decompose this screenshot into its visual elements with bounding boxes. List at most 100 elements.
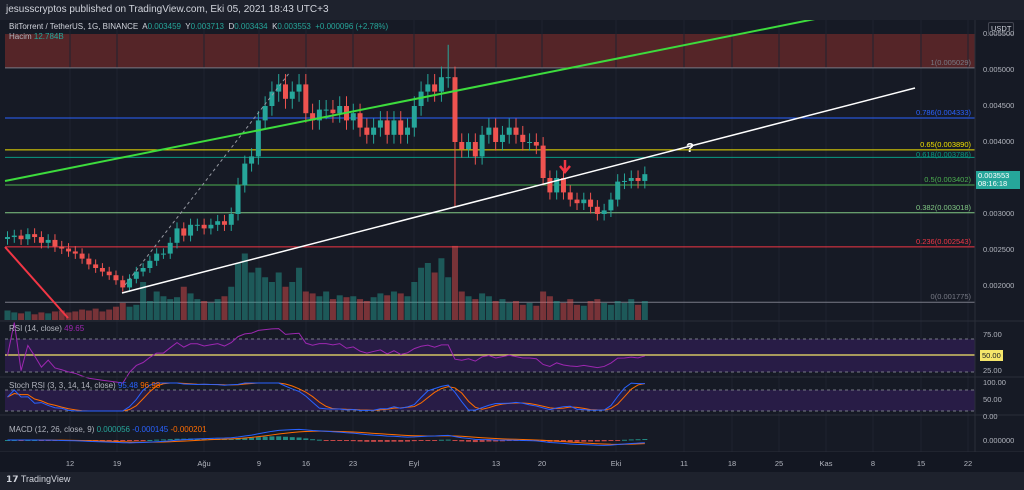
volume-bar	[553, 301, 560, 320]
fib-label: 0(0.001775)	[930, 292, 971, 302]
candle	[235, 185, 241, 214]
price-chart[interactable]: ?	[0, 20, 1024, 472]
volume-bar	[357, 299, 364, 320]
price-tick: 0.004500	[983, 101, 1015, 110]
volume-bar	[438, 258, 445, 320]
volume-bar	[594, 299, 601, 320]
candle	[330, 109, 336, 114]
volume-bar	[174, 297, 180, 320]
volume-bar	[214, 299, 221, 320]
macd-legend: MACD (12, 26, close, 9) 0.000056 -0.0001…	[9, 425, 207, 434]
candle	[289, 91, 295, 99]
candle	[113, 275, 119, 281]
macd-histogram-bar	[466, 440, 472, 442]
candle	[554, 178, 560, 193]
macd-histogram-bar	[438, 439, 444, 441]
currency-unit[interactable]: USDT	[988, 22, 1015, 35]
candle	[377, 120, 383, 128]
volume-bar	[316, 296, 323, 320]
volume-bar	[574, 304, 581, 320]
macd-histogram-bar	[140, 440, 146, 441]
volume-bar	[282, 286, 289, 320]
candle	[5, 237, 10, 239]
stoch-band	[5, 390, 975, 411]
volume-bar	[336, 295, 343, 320]
volume-bar	[363, 301, 370, 320]
current-price-label: 0.003553 08:16:18	[976, 171, 1020, 189]
macd-histogram-bar	[167, 439, 173, 441]
candle	[160, 253, 166, 255]
macd-histogram-bar	[255, 437, 261, 440]
fib-label: 1(0.005029)	[930, 57, 971, 67]
candle	[472, 142, 478, 157]
time-tick: 20	[537, 459, 547, 468]
fib-label: 0.786(0.004333)	[915, 108, 971, 118]
volume-bar	[24, 311, 31, 320]
volume-bar	[72, 311, 79, 320]
rsi-50-badge: 50.00	[980, 350, 1003, 361]
macd-histogram-bar	[330, 440, 336, 441]
macd-histogram-bar	[479, 440, 485, 442]
rsi-legend: RSI (14, close) 49.65	[9, 324, 85, 333]
volume-bar	[526, 302, 533, 320]
volume-bar	[492, 301, 499, 320]
rsi-tick: 25.00	[983, 366, 1002, 375]
volume-bar	[506, 302, 513, 320]
macd-histogram-bar	[113, 440, 119, 441]
macd-histogram-bar	[493, 440, 499, 442]
candle	[79, 253, 85, 259]
volume-bar	[350, 296, 357, 320]
candle	[615, 181, 621, 200]
volume-bar	[180, 286, 187, 320]
time-tick: 11	[680, 459, 688, 468]
volume-bar	[207, 302, 214, 320]
macd-histogram-bar	[5, 440, 10, 441]
macd-histogram-bar	[262, 436, 268, 440]
candle	[18, 235, 24, 240]
candle	[133, 271, 139, 279]
volume-bar	[228, 286, 235, 320]
time-tick: 9	[256, 459, 262, 468]
fib-label: 0.382(0.003018)	[915, 202, 971, 212]
candle	[93, 264, 99, 268]
volume-bar	[289, 282, 296, 320]
candle	[364, 127, 370, 135]
volume-bar	[51, 311, 58, 320]
time-tick: 16	[301, 459, 311, 468]
volume-bar	[431, 272, 438, 320]
down-arrow-icon	[559, 160, 571, 174]
candle	[147, 260, 153, 268]
candle	[391, 120, 397, 135]
volume-bar	[418, 267, 425, 320]
macd-histogram-bar	[445, 439, 451, 441]
macd-histogram-bar	[608, 440, 614, 441]
candle	[45, 239, 51, 243]
candle	[296, 84, 302, 92]
symbol-name[interactable]: BitTorrent / TetherUS, 1G, BINANCE	[9, 22, 139, 31]
red-trendline	[4, 246, 69, 319]
candle	[215, 221, 221, 225]
publish-header: jesusscryptos published on TradingView.c…	[0, 0, 1024, 20]
candle	[228, 214, 234, 225]
macd-histogram-bar	[133, 440, 139, 441]
candle	[432, 84, 438, 92]
candle	[188, 224, 194, 236]
candle	[567, 192, 573, 200]
macd-histogram-bar	[432, 440, 438, 441]
tradingview-logo[interactable]: 𝟭𝟳 TradingView	[6, 474, 71, 484]
macd-histogram-bar	[635, 439, 641, 441]
macd-histogram-bar	[581, 440, 587, 442]
publish-line: jesusscryptos published on TradingView.c…	[6, 4, 329, 15]
candle	[628, 178, 634, 181]
candle	[249, 156, 255, 164]
macd-histogram-bar	[452, 440, 458, 441]
volume-bar	[11, 312, 18, 320]
candle	[72, 251, 78, 254]
stoch-k-line	[7, 382, 645, 412]
time-tick: 23	[348, 459, 358, 468]
rsi-tick: 75.00	[983, 330, 1002, 339]
macd-histogram-bar	[201, 438, 207, 440]
volume-bar	[99, 311, 106, 320]
volume-bar	[329, 299, 336, 320]
macd-histogram-bar	[391, 440, 397, 442]
